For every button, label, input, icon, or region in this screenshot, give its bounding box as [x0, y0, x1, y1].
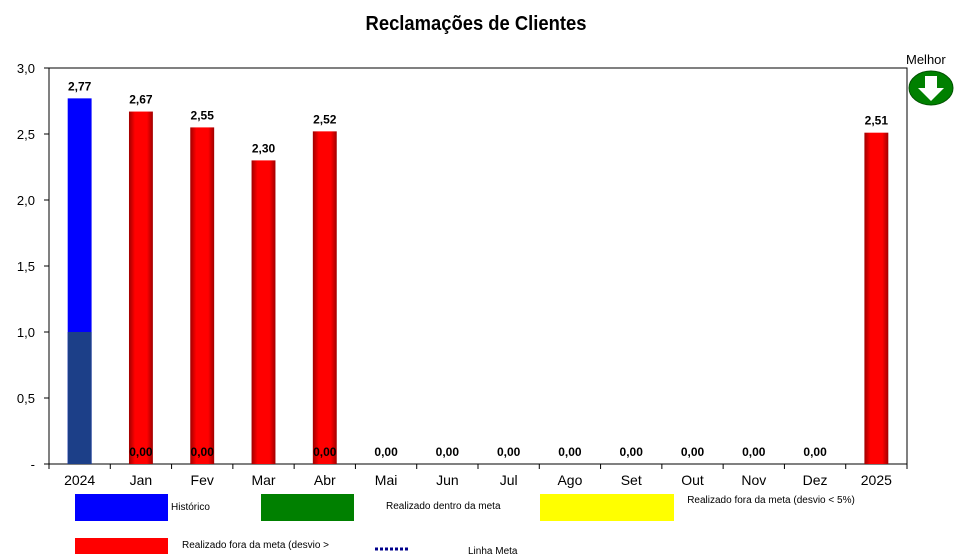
bar-fev — [190, 127, 215, 465]
data-label-dez: 0,00 — [803, 445, 827, 459]
zero-label-jan: 0,00 — [129, 445, 153, 459]
zero-label-fev: 0,00 — [191, 445, 215, 459]
down-arrow-icon — [908, 70, 954, 106]
x-tick-label-set: Set — [621, 472, 642, 488]
data-label-abr: 2,52 — [313, 112, 337, 126]
data-label-ago: 0,00 — [558, 445, 582, 459]
legend-label-historico: Histórico — [171, 502, 210, 513]
better-label: Melhor — [906, 52, 946, 67]
bar-mar — [251, 160, 276, 464]
zero-label-abr: 0,00 — [313, 445, 337, 459]
x-tick-label-jan: Jan — [130, 472, 153, 488]
legend-swatch-dentro — [261, 494, 354, 521]
data-label-jan: 2,67 — [129, 93, 153, 107]
x-tick-label-ago: Ago — [557, 472, 582, 488]
x-tick-label-fev: Fev — [191, 472, 214, 488]
y-tick-label: 1,0 — [17, 325, 35, 340]
legend-swatch-fora-menor — [540, 494, 674, 521]
y-tick-label: 2,5 — [17, 127, 35, 142]
data-label-2025: 2,51 — [865, 114, 889, 128]
y-tick-label: 1,5 — [17, 259, 35, 274]
bar-abr — [312, 131, 337, 465]
data-label-out: 0,00 — [681, 445, 705, 459]
data-label-set: 0,00 — [620, 445, 644, 459]
legend-swatch-fora-maior — [75, 538, 168, 554]
bar-jan — [128, 111, 153, 464]
y-tick-label: - — [31, 457, 35, 472]
y-tick-label: 3,0 — [17, 61, 35, 76]
y-tick-label: 2,0 — [17, 193, 35, 208]
x-tick-label-mai: Mai — [375, 472, 398, 488]
legend-label-fora-menor: Realizado fora da meta (desvio < 5%) — [687, 495, 855, 506]
data-label-fev: 2,55 — [191, 108, 215, 122]
data-label-mai: 0,00 — [374, 445, 398, 459]
x-tick-label-2024: 2024 — [64, 472, 95, 488]
bar-base-2024 — [67, 332, 92, 464]
legend-label-meta: Linha Meta — [468, 546, 518, 557]
legend-label-fora-maior: Realizado fora da meta (desvio > — [182, 540, 330, 551]
y-tick-label: 0,5 — [17, 391, 35, 406]
x-tick-label-dez: Dez — [803, 472, 828, 488]
x-tick-label-nov: Nov — [741, 472, 766, 488]
legend-line-meta — [375, 547, 409, 551]
data-label-jul: 0,00 — [497, 445, 521, 459]
data-label-nov: 0,00 — [742, 445, 766, 459]
data-label-2024: 2,77 — [68, 79, 92, 93]
x-tick-label-2025: 2025 — [861, 472, 892, 488]
x-tick-label-out: Out — [681, 472, 704, 488]
data-label-jun: 0,00 — [436, 445, 460, 459]
x-tick-label-abr: Abr — [314, 472, 336, 488]
bar-2025 — [864, 132, 889, 464]
legend-swatch-historico — [75, 494, 168, 521]
data-label-mar: 2,30 — [252, 141, 276, 155]
x-tick-label-jun: Jun — [436, 472, 459, 488]
x-tick-label-mar: Mar — [251, 472, 275, 488]
plot-area-border — [48, 67, 908, 465]
legend-label-dentro: Realizado dentro da meta — [386, 501, 501, 512]
chart-title: Reclamações de Clientes — [365, 13, 587, 35]
x-tick-label-jul: Jul — [500, 472, 518, 488]
